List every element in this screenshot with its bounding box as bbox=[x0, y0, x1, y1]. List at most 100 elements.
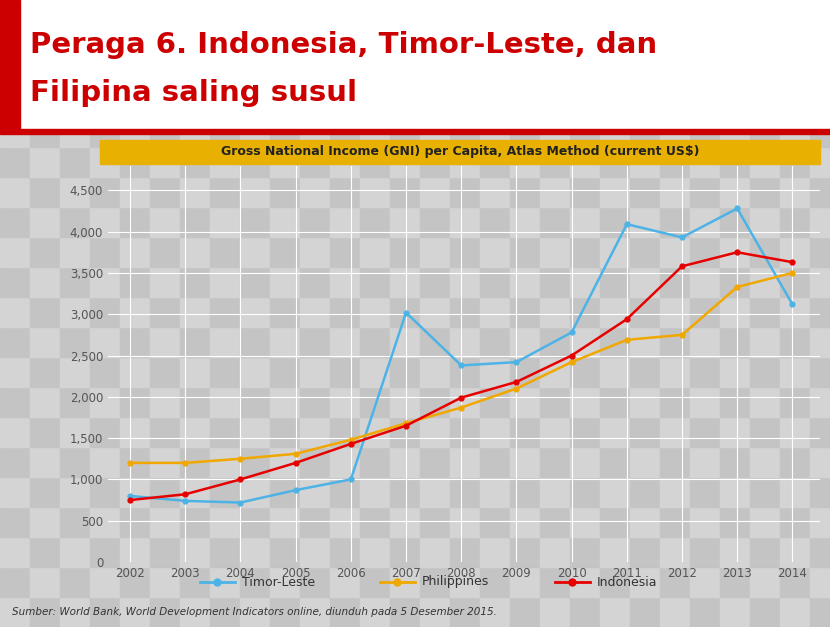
Bar bbox=[780, 327, 810, 357]
Bar bbox=[480, 327, 510, 357]
Bar bbox=[720, 57, 750, 87]
Bar bbox=[0, 537, 30, 567]
Bar bbox=[30, 447, 60, 477]
Indonesia bbox=[290, 459, 300, 466]
Bar bbox=[810, 207, 830, 237]
Bar bbox=[690, 387, 720, 417]
Text: Philippines: Philippines bbox=[422, 576, 489, 589]
Bar bbox=[180, 117, 210, 147]
Bar bbox=[660, 297, 690, 327]
Bar bbox=[540, 57, 570, 87]
Bar bbox=[630, 357, 660, 387]
Bar bbox=[0, 477, 30, 507]
Bar bbox=[90, 27, 120, 57]
Bar bbox=[690, 597, 720, 627]
Bar bbox=[600, 447, 630, 477]
Bar bbox=[390, 87, 420, 117]
Bar bbox=[210, 447, 240, 477]
Bar bbox=[30, 177, 60, 207]
Bar bbox=[630, 267, 660, 297]
Bar bbox=[390, 537, 420, 567]
Philippines bbox=[677, 331, 687, 339]
Bar bbox=[60, 87, 90, 117]
Bar bbox=[90, 567, 120, 597]
Bar bbox=[510, 57, 540, 87]
Timor-Leste bbox=[732, 205, 742, 213]
Bar bbox=[780, 207, 810, 237]
Bar bbox=[360, 597, 390, 627]
Bar bbox=[150, 207, 180, 237]
Bar bbox=[180, 417, 210, 447]
Bar bbox=[270, 477, 300, 507]
Bar bbox=[120, 477, 150, 507]
Bar bbox=[540, 507, 570, 537]
Bar bbox=[150, 147, 180, 177]
Bar bbox=[570, 177, 600, 207]
Bar bbox=[360, 27, 390, 57]
Bar bbox=[780, 267, 810, 297]
Bar bbox=[570, 87, 600, 117]
Bar bbox=[570, 267, 600, 297]
Bar bbox=[240, 237, 270, 267]
Bar bbox=[450, 297, 480, 327]
Bar bbox=[720, 117, 750, 147]
Bar bbox=[450, 87, 480, 117]
Bar bbox=[480, 177, 510, 207]
Bar bbox=[360, 357, 390, 387]
Bar bbox=[780, 567, 810, 597]
Bar bbox=[330, 447, 360, 477]
Bar bbox=[150, 87, 180, 117]
Bar bbox=[630, 207, 660, 237]
Bar bbox=[150, 387, 180, 417]
Bar bbox=[750, 507, 780, 537]
Bar bbox=[270, 147, 300, 177]
Bar bbox=[270, 537, 300, 567]
Bar bbox=[420, 27, 450, 57]
Timor-Leste bbox=[511, 359, 521, 366]
Bar bbox=[30, 537, 60, 567]
Bar bbox=[810, 147, 830, 177]
Bar bbox=[450, 207, 480, 237]
Bar bbox=[570, 327, 600, 357]
Bar bbox=[390, 0, 420, 27]
Bar bbox=[630, 447, 660, 477]
Bar bbox=[750, 0, 780, 27]
Bar bbox=[150, 117, 180, 147]
Philippines bbox=[457, 404, 466, 411]
Bar bbox=[660, 567, 690, 597]
Bar bbox=[0, 507, 30, 537]
Bar bbox=[0, 0, 20, 129]
Bar bbox=[30, 147, 60, 177]
Timor-Leste bbox=[180, 497, 190, 505]
Bar bbox=[330, 117, 360, 147]
Bar bbox=[270, 507, 300, 537]
Bar bbox=[360, 417, 390, 447]
Bar bbox=[510, 537, 540, 567]
Bar bbox=[570, 357, 600, 387]
Timor-Leste bbox=[346, 476, 356, 483]
Bar bbox=[390, 237, 420, 267]
Bar bbox=[90, 417, 120, 447]
Bar bbox=[30, 387, 60, 417]
Bar bbox=[720, 477, 750, 507]
Bar bbox=[240, 507, 270, 537]
Bar bbox=[540, 177, 570, 207]
Bar bbox=[600, 387, 630, 417]
Bar bbox=[660, 327, 690, 357]
Text: Peraga 6. Indonesia, Timor-Leste, dan: Peraga 6. Indonesia, Timor-Leste, dan bbox=[30, 31, 657, 59]
Bar bbox=[150, 417, 180, 447]
Bar bbox=[750, 267, 780, 297]
Bar bbox=[390, 297, 420, 327]
Bar bbox=[600, 597, 630, 627]
Bar bbox=[780, 177, 810, 207]
Bar bbox=[780, 87, 810, 117]
Bar bbox=[270, 447, 300, 477]
Bar bbox=[510, 207, 540, 237]
Bar bbox=[300, 27, 330, 57]
Bar bbox=[60, 417, 90, 447]
Bar bbox=[570, 417, 600, 447]
Bar bbox=[600, 537, 630, 567]
Bar bbox=[630, 0, 660, 27]
Bar bbox=[330, 0, 360, 27]
Bar bbox=[60, 357, 90, 387]
